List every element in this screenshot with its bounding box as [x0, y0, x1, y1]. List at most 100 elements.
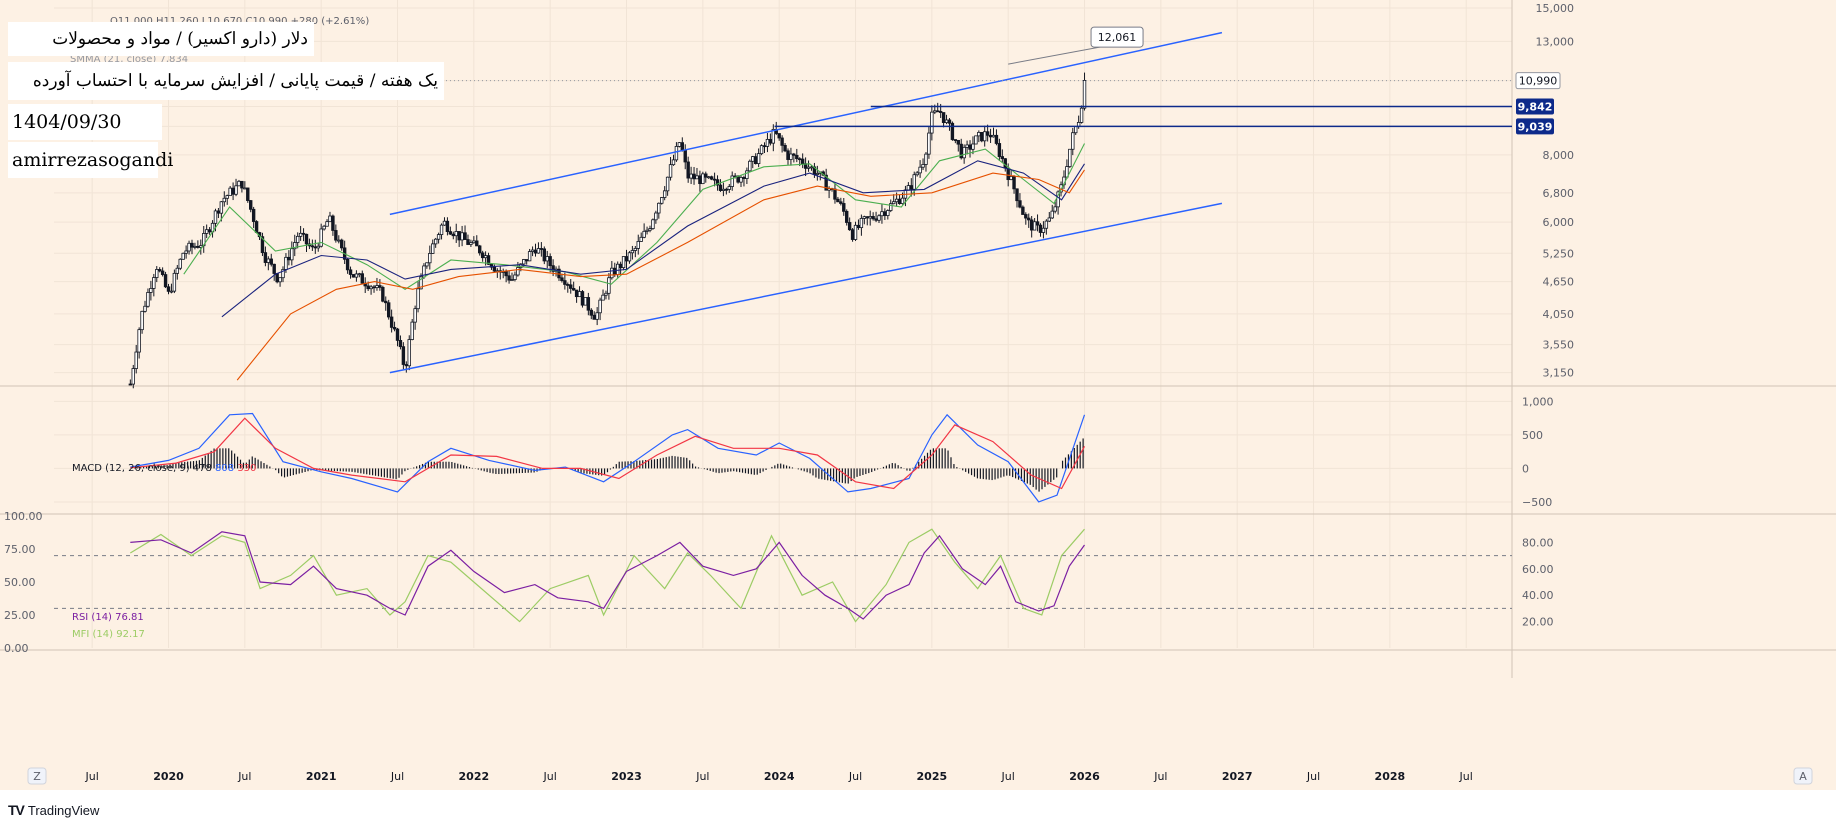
- candle-body: [921, 164, 925, 168]
- candle-body: [460, 232, 464, 241]
- time-tick-label-6: Jul: [543, 770, 557, 783]
- candle-body: [601, 294, 605, 301]
- candle-body: [613, 267, 617, 275]
- candle-body: [780, 137, 784, 146]
- candle-body: [319, 228, 323, 247]
- candle-body: [384, 300, 388, 304]
- candle-body: [604, 292, 608, 296]
- candle-body: [762, 145, 767, 148]
- smma-mid-line: [221, 160, 1085, 318]
- candle-body: [800, 158, 805, 165]
- time-tick-label-4: Jul: [390, 770, 404, 783]
- price-tick-label-5: 8,000: [1543, 149, 1575, 162]
- candle-body: [859, 218, 864, 229]
- candle-body: [671, 159, 676, 166]
- candle-body: [806, 166, 811, 169]
- candle-body: [507, 275, 511, 281]
- candle-body: [298, 232, 303, 237]
- candle-body: [398, 340, 403, 348]
- level-price-tag-1: [1516, 118, 1554, 135]
- candle-body: [1082, 80, 1087, 109]
- candle-body: [874, 218, 878, 221]
- time-tick-label-14: Jul: [1153, 770, 1167, 783]
- candle-body: [263, 252, 268, 263]
- candle-body: [824, 174, 828, 191]
- candle-body: [251, 208, 256, 222]
- candle-body: [621, 256, 626, 269]
- candle-body: [677, 142, 682, 147]
- candle-body: [707, 176, 711, 179]
- candle-body: [1035, 221, 1040, 226]
- candle-body: [953, 139, 958, 141]
- candle-body: [918, 166, 922, 174]
- auto-scale-label: A: [1799, 770, 1807, 783]
- candle-body: [157, 269, 162, 272]
- candle-body: [439, 224, 444, 235]
- auto-scale-button[interactable]: [1793, 767, 1813, 785]
- candle-body: [325, 221, 329, 227]
- time-tick-label-0: Jul: [85, 770, 99, 783]
- time-tick-label-7: 2023: [611, 770, 642, 783]
- candle-body: [551, 265, 555, 272]
- candle-body: [389, 316, 394, 328]
- rsi-right-tick-3: 20.00: [1522, 616, 1554, 629]
- candle-body: [196, 245, 200, 248]
- candle-body: [748, 160, 752, 172]
- time-tick-label-1: 2020: [153, 770, 184, 783]
- smma-header: SMMA (21, close) 7,834: [70, 54, 188, 65]
- candle-body: [739, 177, 743, 183]
- scale-z-button[interactable]: [27, 767, 47, 785]
- time-tick-label-15: 2027: [1222, 770, 1253, 783]
- candle-body: [246, 187, 250, 201]
- candle-body: [504, 271, 508, 277]
- candle-body: [489, 263, 494, 268]
- tradingview-brand[interactable]: TV TradingView: [8, 800, 99, 820]
- candle-body: [589, 309, 593, 316]
- candle-body: [868, 216, 872, 219]
- candle-body: [718, 184, 723, 191]
- candle-body: [724, 188, 729, 191]
- callout-label: 12,061: [1098, 31, 1137, 44]
- candle-body: [249, 200, 253, 210]
- candle-body: [448, 231, 453, 235]
- candle-body: [712, 178, 717, 181]
- macd-legend-signal: 330: [237, 463, 256, 474]
- rsi-right-tick-2: 40.00: [1522, 589, 1554, 602]
- candle-body: [357, 273, 362, 276]
- candle-body: [651, 219, 655, 229]
- candle-body: [798, 158, 802, 161]
- candle-body: [331, 215, 335, 231]
- candle-body: [516, 267, 520, 276]
- candle-body: [877, 215, 881, 221]
- candle-body: [577, 291, 582, 298]
- candle-body: [730, 175, 734, 187]
- candle-body: [988, 134, 993, 138]
- candle-body: [407, 339, 411, 367]
- candle-body: [533, 249, 538, 254]
- candle-body: [574, 289, 579, 298]
- candle-body: [436, 234, 441, 240]
- rsi-left-tick-3: 25.00: [4, 609, 36, 622]
- level-price-label-0: 9,842: [1518, 100, 1553, 113]
- candle-body: [627, 252, 632, 262]
- candle-body: [915, 172, 919, 176]
- candle-body: [243, 187, 247, 190]
- candle-body: [850, 229, 855, 240]
- candle-body: [742, 177, 746, 179]
- candle-body: [469, 242, 473, 245]
- candle-body: [275, 273, 279, 283]
- candle-body: [181, 252, 185, 260]
- candle-body: [715, 179, 720, 186]
- price-tick-label-7: 6,000: [1543, 216, 1575, 229]
- candle-body: [563, 280, 567, 285]
- candle-body: [527, 251, 532, 262]
- smma-fast-line: [183, 143, 1085, 290]
- candle-body: [648, 228, 652, 231]
- candle-body: [842, 203, 846, 212]
- channel-lower-line: [389, 202, 1223, 374]
- chart-date: 1404/09/30 23:01: [8, 104, 162, 169]
- candle-body: [906, 185, 911, 191]
- smma-slow-line: [236, 169, 1085, 381]
- rsi-left-tick-4: 0.00: [4, 642, 29, 655]
